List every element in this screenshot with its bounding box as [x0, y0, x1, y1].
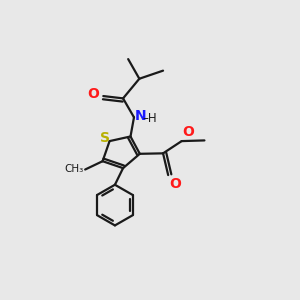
Text: O: O — [87, 87, 99, 101]
Text: O: O — [169, 177, 181, 191]
Text: CH₃: CH₃ — [65, 164, 84, 174]
Text: –H: –H — [143, 112, 158, 124]
Text: S: S — [100, 130, 110, 145]
Text: N: N — [135, 109, 146, 123]
Text: O: O — [182, 125, 194, 139]
